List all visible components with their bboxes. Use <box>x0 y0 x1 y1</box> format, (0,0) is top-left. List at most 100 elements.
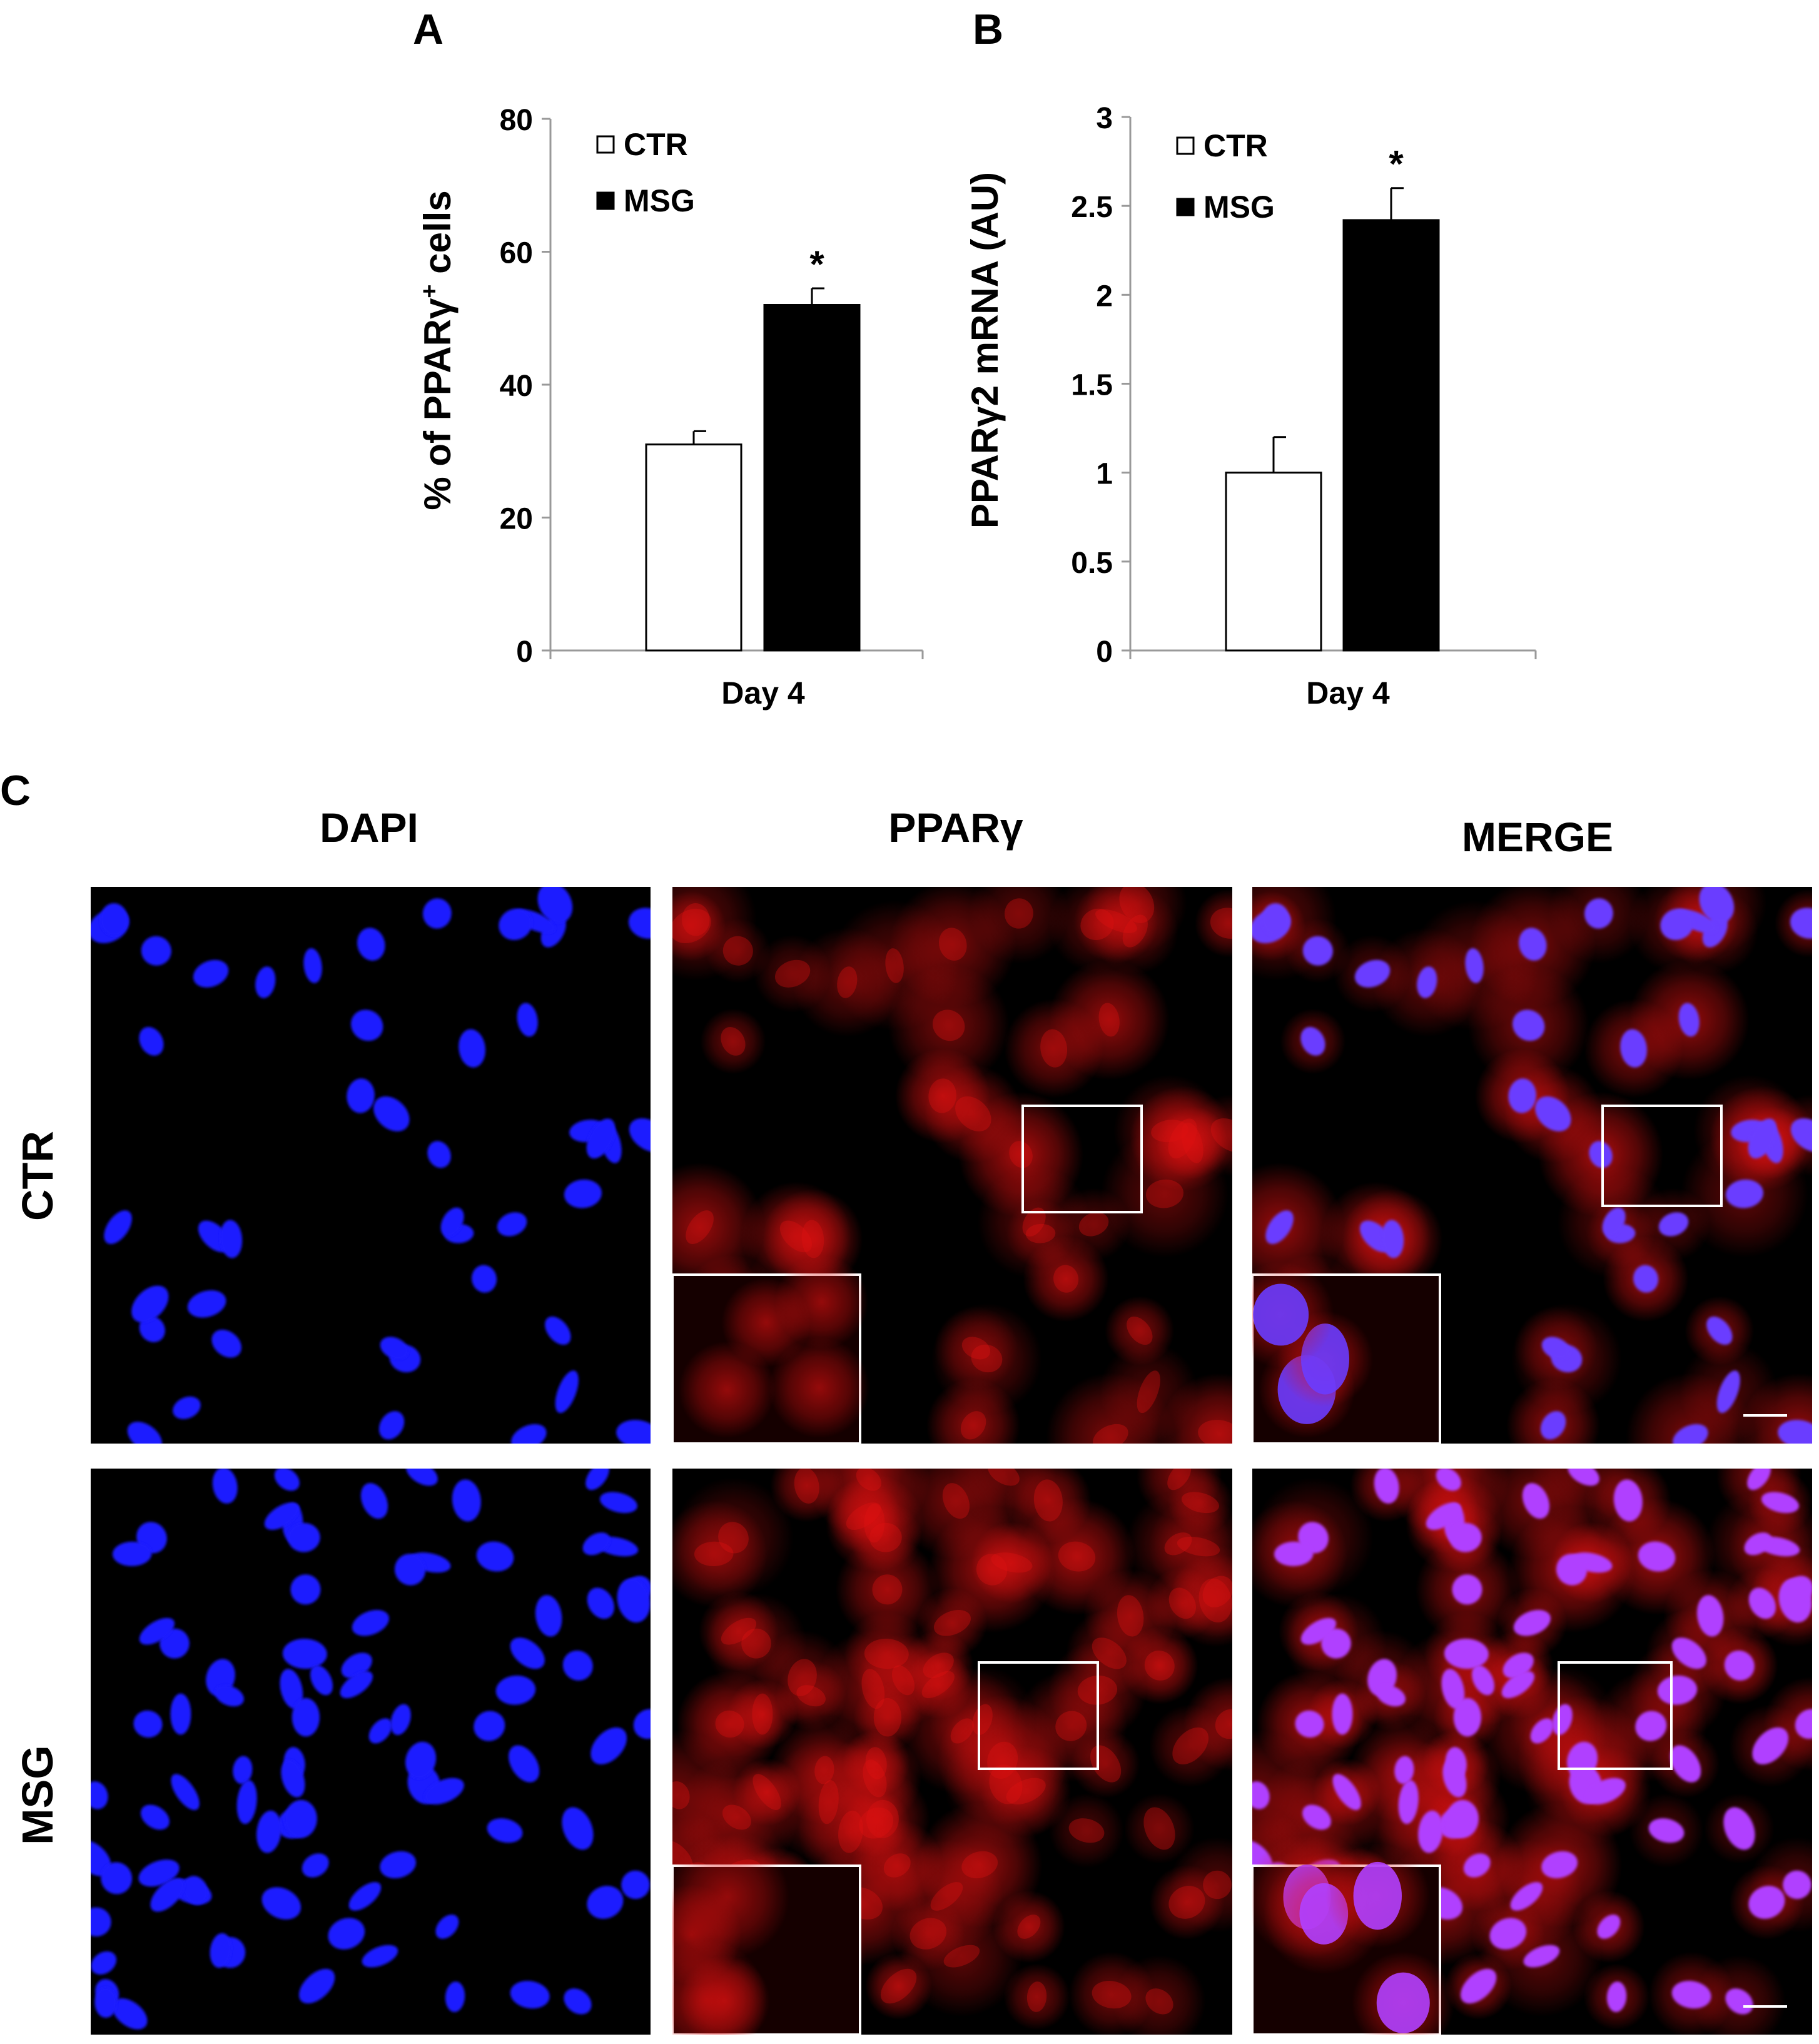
ctr-merge-nucleus-10 <box>1381 1220 1404 1258</box>
msg-ppar-nuclear-signal-58 <box>910 1918 947 1950</box>
chart-b-ytick-label-5: 2.5 <box>1071 191 1113 224</box>
ctr-dapi-nucleus-32 <box>351 1009 383 1041</box>
msg-ppar-nuclear-signal-54 <box>961 1851 998 1879</box>
msg-ppar-nuclear-signal-44 <box>1145 1988 1173 2015</box>
msg-merge-nucleus-27 <box>1471 1665 1495 1696</box>
ctr-ppar-nuclear-signal-10 <box>801 1220 824 1258</box>
msg-dapi-nucleus-61 <box>284 1799 317 1838</box>
micrograph-ctr-merge <box>1252 887 1812 1444</box>
ctr-ppar-nuclear-signal-20 <box>1009 1141 1033 1168</box>
msg-ppar-nuclear-signal-12 <box>933 1610 971 1636</box>
msg-ppar-nuclear-signal-11 <box>722 1804 751 1830</box>
ctr-dapi-nucleus-21 <box>347 1078 375 1113</box>
msg-merge-nucleus-19 <box>1748 1587 1776 1619</box>
ctr-merge-nucleus-20 <box>1589 1141 1613 1168</box>
msg-ppar-nuclear-signal-75 <box>721 1617 757 1645</box>
msg-dapi-nucleus-35 <box>633 1709 651 1739</box>
ctr-dapi-nucleus-36 <box>141 936 171 966</box>
msg-dapi-nucleus-1 <box>91 1907 111 1936</box>
msg-ppar-nuclear-signal-43 <box>796 1685 826 1707</box>
msg-merge-nucleus-17 <box>1597 1915 1621 1939</box>
msg-merge-nucleus-65 <box>1638 1541 1676 1572</box>
msg-ppar-nuclear-signal-55 <box>943 1945 980 1968</box>
ctr-merge-nucleus-11 <box>1699 887 1735 923</box>
chart-a-ytick-label-4: 80 <box>500 104 533 137</box>
ctr-ppar-nuclear-signal-27 <box>885 948 904 983</box>
msg-merge-nucleus-79 <box>1696 1595 1724 1637</box>
panel-letter-b: B <box>973 6 1004 53</box>
msg-merge-nucleus-37 <box>1332 1693 1353 1735</box>
micrograph-msg-merge <box>1252 1469 1812 2035</box>
msg-dapi-nucleus-2 <box>510 1981 550 2009</box>
ctr-ppar-nuclear-signal-44 <box>1040 1029 1068 1068</box>
msg-merge-nucleus-11 <box>1302 1804 1331 1830</box>
ctr-dapi-nucleus-33 <box>104 1210 132 1245</box>
msg-ppar-cytoplasm-76 <box>770 1469 844 1522</box>
msg-merge-nucleus-81 <box>1274 1541 1314 1567</box>
msg-dapi-nucleus-69 <box>210 1933 232 1968</box>
chart-b-legend-swatch-msg <box>1176 198 1195 216</box>
msg-merge-nucleus-34 <box>1426 1502 1461 1530</box>
ctr-merge-cytoplasm-33 <box>1252 1162 1344 1292</box>
msg-dapi-nucleus-37 <box>170 1693 191 1735</box>
ctr-dapi-nucleus-7 <box>373 1096 410 1131</box>
msg-merge-nucleus-24 <box>1295 1710 1324 1738</box>
msg-merge-nucleus-57 <box>1748 1886 1785 1919</box>
col-title-merge: MERGE <box>1461 814 1614 860</box>
msg-merge-nucleus-68 <box>1463 1853 1491 1878</box>
chart-b-ytick-label-0: 0 <box>1096 635 1113 669</box>
msg-dapi-cells <box>91 1469 651 2030</box>
chart-b-significance-star: * <box>1389 143 1404 185</box>
ctr-ppar-nuclear-signal-13 <box>1022 1207 1046 1237</box>
ctr-ppar-cytoplasm-38 <box>889 887 1016 1008</box>
msg-merge-nucleus-18 <box>1444 1639 1489 1669</box>
msg-dapi-nucleus-26 <box>360 1483 388 1519</box>
ctr-merge-nucleus-27 <box>1465 948 1484 983</box>
msg-ppar-nuclear-signal-38 <box>752 1774 781 1811</box>
msg-ppar-nuclear-signal-51 <box>991 1552 1033 1573</box>
msg-merge-nucleus-23 <box>1724 1650 1755 1681</box>
msg-merge-nucleus-31 <box>1783 1870 1811 1900</box>
msg-ppar-nuclear-signal-42 <box>861 1669 885 1709</box>
msg-merge-nucleus-83 <box>1744 1532 1772 1556</box>
msg-dapi-nucleus-59 <box>405 1741 437 1779</box>
ctr-merge-nucleus-32 <box>1512 1009 1545 1041</box>
msg-ppar-nuclear-signal-14 <box>1033 1479 1063 1522</box>
msg-dapi-nucleus-16 <box>274 1469 300 1491</box>
ctr-dapi-nucleus-18 <box>497 1212 527 1237</box>
msg-merge-cytoplasm-77 <box>1252 1730 1323 1861</box>
msg-dapi-nucleus-42 <box>280 1669 303 1709</box>
msg-ppar-nuclear-signal-13 <box>1167 1469 1192 1490</box>
msg-ppar-nuclear-signal-4 <box>741 1628 771 1659</box>
msg-ppar-nuclear-signal-72 <box>921 1671 955 1699</box>
msg-merge-nucleus-35 <box>1795 1709 1812 1739</box>
micrograph-ctr-ppar <box>672 887 1232 1444</box>
ctr-merge-nucleus-6 <box>1300 1026 1325 1056</box>
msg-merge-nucleus-44 <box>1725 1988 1753 2015</box>
msg-ppar-nuclear-signal-71 <box>873 1697 902 1737</box>
chart-a-ylabel-tail: cells <box>417 190 459 284</box>
msg-dapi-nucleus-40 <box>599 1492 637 1514</box>
ctr-merge-nucleus-5 <box>1417 966 1437 998</box>
msg-dapi-nucleus-38 <box>171 1774 200 1811</box>
ctr-dapi-nucleus-14 <box>628 908 651 939</box>
panel-letter-a: A <box>413 6 444 53</box>
msg-ppar-cytoplasm-71 <box>853 1683 922 1751</box>
msg-dapi-nucleus-7 <box>487 1818 523 1843</box>
msg-ppar-nuclear-signal-63 <box>1172 1727 1209 1764</box>
msg-ppar-nuclear-signal-34 <box>846 1502 881 1530</box>
ctr-merge-roi-box <box>1601 1105 1723 1207</box>
msg-dapi-nucleus-13 <box>585 1469 610 1490</box>
ctr-ppar-cytoplasm-43 <box>1023 1235 1109 1322</box>
chart-b-legend-swatch-ctr <box>1176 136 1195 155</box>
msg-dapi-nucleus-74 <box>138 1859 180 1887</box>
msg-dapi-nucleus-44 <box>564 1988 592 2015</box>
msg-ppar-roi-box <box>978 1661 1099 1770</box>
ctr-dapi-nucleus-30 <box>555 1370 579 1414</box>
msg-dapi-nucleus-79 <box>535 1595 562 1637</box>
msg-ppar-nuclear-signal-17 <box>1017 1915 1041 1939</box>
ctr-merge-nucleus-43 <box>1633 1265 1659 1293</box>
msg-merge-nucleus-71 <box>1453 1697 1482 1737</box>
msg-ppar-nuclear-signal-57 <box>1168 1886 1205 1919</box>
msg-ppar-cytoplasm-45 <box>1123 1793 1195 1864</box>
